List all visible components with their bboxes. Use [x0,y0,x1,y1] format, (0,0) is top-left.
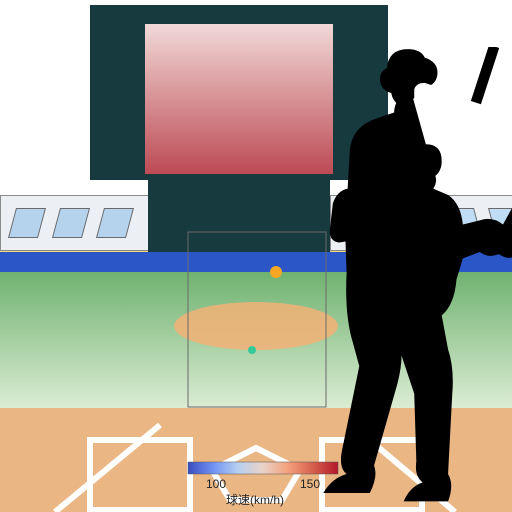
batters-box [90,440,190,510]
speed-tick: 150 [300,477,320,491]
speed-tick: 100 [206,477,226,491]
pitchers-mound [174,302,338,350]
pitch-marker-1 [248,346,256,354]
pitch-location-chart: 100 150 球速(km/h) [0,0,512,512]
batter-silhouette [323,45,512,502]
pitch-marker-0 [270,266,282,278]
speed-axis-label: 球速(km/h) [226,493,284,507]
field-svg-layer: 100 150 球速(km/h) [0,0,512,512]
speed-colorbar [188,462,338,474]
